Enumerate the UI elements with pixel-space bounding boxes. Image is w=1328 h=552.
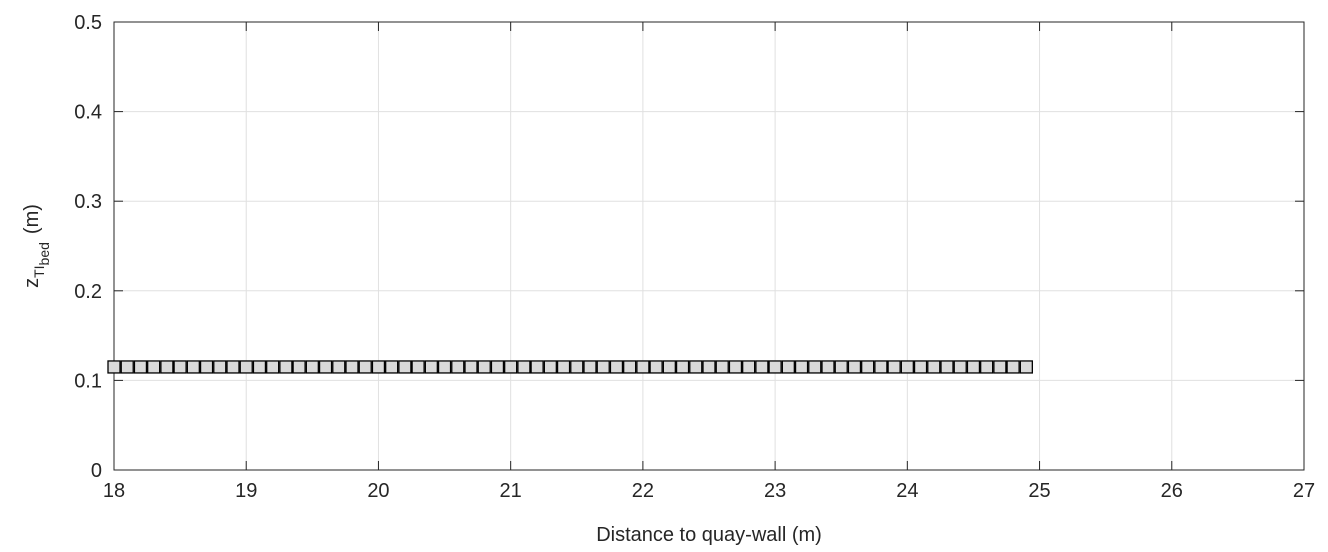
data-point — [887, 360, 901, 374]
data-point — [213, 360, 227, 374]
data-point — [318, 360, 333, 374]
data-point — [279, 360, 293, 374]
data-point — [556, 360, 571, 374]
data-point — [874, 360, 888, 374]
data-point — [252, 360, 267, 374]
data-point — [570, 360, 584, 374]
data-point — [1019, 360, 1033, 374]
data-point — [662, 360, 676, 374]
y-axis-label-main: z — [21, 278, 43, 288]
data-point — [755, 360, 769, 374]
data-point — [794, 360, 809, 374]
data-point — [239, 360, 253, 374]
data-point — [120, 360, 134, 374]
y-tick-label: 0.1 — [74, 370, 102, 392]
data-point — [358, 360, 372, 374]
data-point — [451, 360, 465, 374]
y-tick-labels: 0 0.1 0.2 0.3 0.4 0.5 — [74, 12, 102, 482]
data-point — [675, 360, 690, 374]
data-point — [490, 360, 505, 374]
x-tick-label: 18 — [103, 480, 125, 502]
data-point — [517, 360, 531, 374]
y-tick-label: 0.5 — [74, 12, 102, 34]
data-point — [913, 360, 928, 374]
data-point — [609, 360, 624, 374]
x-tick-label: 21 — [500, 480, 522, 502]
data-point — [702, 360, 716, 374]
y-tick-label: 0.3 — [74, 191, 102, 213]
data-point — [266, 360, 280, 374]
data-point — [160, 360, 174, 374]
axis-ticks — [113, 21, 1305, 471]
x-tick-label: 27 — [1293, 480, 1315, 502]
y-axis-label-sub1: TI — [31, 265, 47, 277]
data-point — [504, 360, 518, 374]
y-tick-label: 0.4 — [74, 102, 102, 124]
data-point — [940, 360, 954, 374]
data-point — [173, 360, 187, 374]
data-point — [728, 360, 743, 374]
data-point — [900, 360, 914, 374]
y-axis-label: zTIbed (m) — [21, 204, 52, 288]
data-point — [781, 360, 795, 374]
data-point — [305, 360, 319, 374]
data-point — [768, 360, 782, 374]
y-tick-label: 0.2 — [74, 281, 102, 303]
y-tick-label: 0 — [91, 460, 102, 482]
data-point — [649, 360, 663, 374]
data-point — [477, 360, 491, 374]
data-series — [107, 360, 1033, 374]
x-tick-label: 23 — [764, 480, 786, 502]
data-point — [636, 360, 650, 374]
data-point — [332, 360, 346, 374]
data-point — [398, 360, 412, 374]
data-point — [147, 360, 161, 374]
data-point — [623, 360, 637, 374]
x-tick-label: 24 — [896, 480, 918, 502]
x-tick-labels: 18 19 20 21 22 23 24 25 26 27 — [103, 480, 1315, 502]
data-point — [107, 360, 121, 374]
x-tick-label: 19 — [235, 480, 257, 502]
data-point — [371, 360, 386, 374]
data-point — [345, 360, 359, 374]
data-point — [953, 360, 967, 374]
y-axis-label-unit: (m) — [21, 204, 43, 234]
data-point — [186, 360, 200, 374]
data-point — [927, 360, 941, 374]
data-point — [834, 360, 848, 374]
data-point — [411, 360, 425, 374]
data-point — [385, 360, 399, 374]
data-point — [543, 360, 557, 374]
data-point — [821, 360, 835, 374]
x-tick-label: 20 — [367, 480, 389, 502]
x-axis-label: Distance to quay-wall (m) — [596, 524, 822, 546]
data-point — [847, 360, 862, 374]
data-point — [530, 360, 544, 374]
data-point — [292, 360, 306, 374]
data-point — [1006, 360, 1020, 374]
data-point — [689, 360, 703, 374]
data-point — [993, 360, 1007, 374]
x-tick-label: 22 — [632, 480, 654, 502]
grid — [113, 21, 1305, 471]
data-point — [226, 360, 240, 374]
data-point — [980, 360, 994, 374]
data-point — [133, 360, 148, 374]
x-tick-label: 26 — [1161, 480, 1183, 502]
data-point — [437, 360, 452, 374]
data-point — [861, 360, 875, 374]
data-point — [464, 360, 478, 374]
x-tick-label: 25 — [1028, 480, 1050, 502]
data-point — [808, 360, 822, 374]
data-point — [742, 360, 756, 374]
data-point — [966, 360, 981, 374]
plot-area — [113, 21, 1305, 471]
y-axis-label-sub2: bed — [36, 242, 52, 265]
data-point — [424, 360, 438, 374]
data-point — [583, 360, 597, 374]
data-point — [715, 360, 729, 374]
data-point — [596, 360, 610, 374]
data-point — [199, 360, 214, 374]
